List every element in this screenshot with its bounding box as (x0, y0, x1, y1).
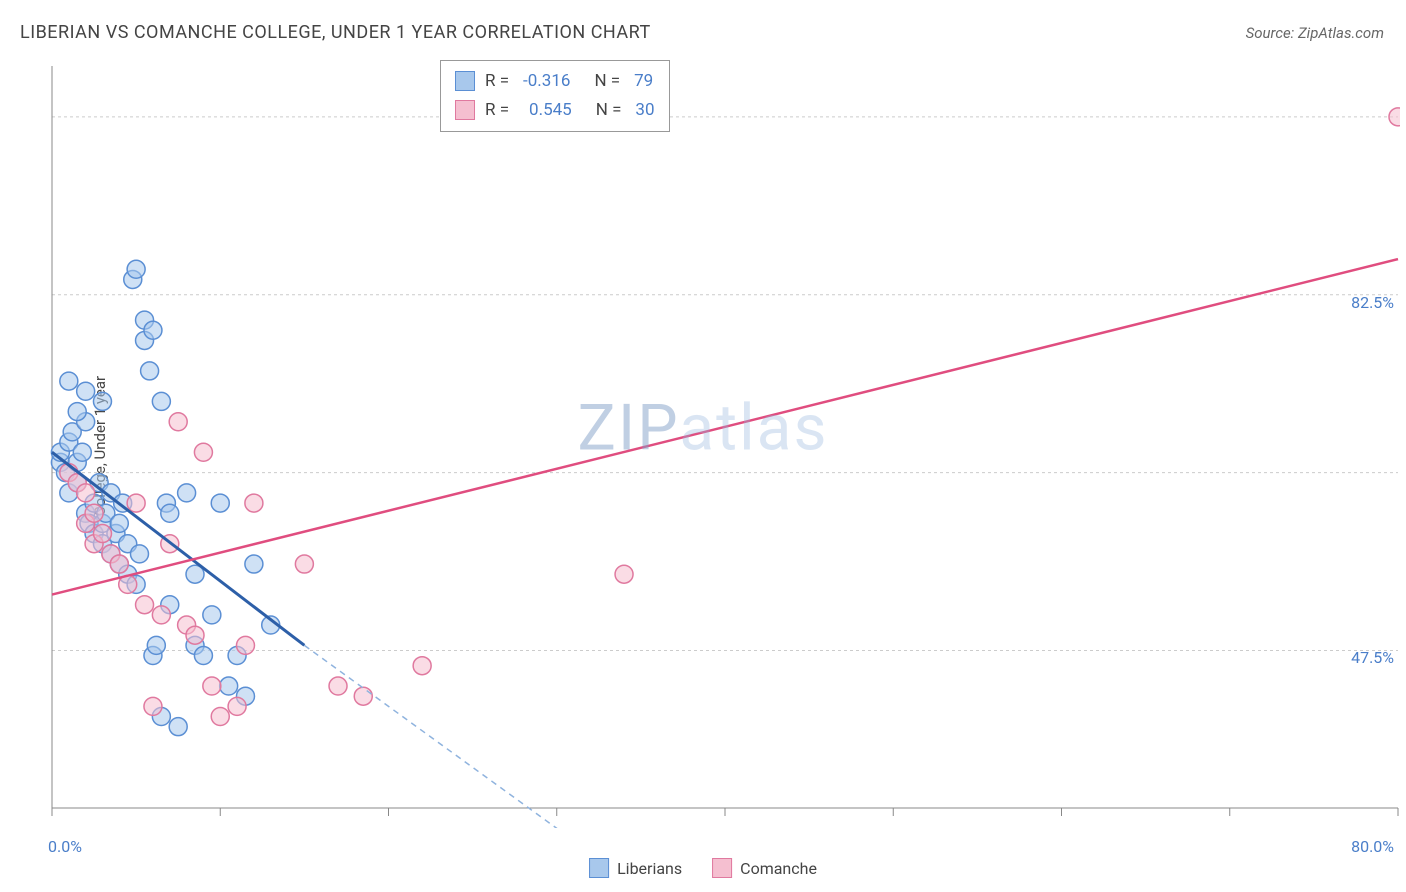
legend-item-comanche: Comanche (712, 858, 817, 878)
swatch-liberians (589, 858, 609, 878)
n-label: N = (594, 67, 620, 96)
chart-svg (50, 58, 1400, 828)
legend-label: Liberians (617, 859, 682, 878)
source-attribution: Source: ZipAtlas.com (1246, 24, 1384, 42)
y-tick-47.5: 47.5% (1351, 648, 1394, 667)
scatter-plot (50, 58, 1400, 828)
swatch-comanche (455, 100, 475, 120)
chart-title: LIBERIAN VS COMANCHE COLLEGE, UNDER 1 YE… (20, 22, 651, 43)
r-label: R = (485, 67, 509, 96)
legend-item-liberians: Liberians (589, 858, 682, 878)
series-legend: Liberians Comanche (589, 858, 817, 878)
r-value-comanche: 0.545 (529, 96, 572, 125)
correlation-legend: R = -0.316 N = 79 R = 0.545 N = 30 (440, 60, 670, 132)
r-label: R = (485, 96, 509, 125)
legend-row-liberians: R = -0.316 N = 79 (455, 67, 655, 96)
swatch-comanche (712, 858, 732, 878)
n-value-liberians: 79 (634, 67, 653, 96)
legend-label: Comanche (740, 859, 817, 878)
y-tick-82.5: 82.5% (1351, 293, 1394, 312)
swatch-liberians (455, 71, 475, 91)
legend-row-comanche: R = 0.545 N = 30 (455, 96, 655, 125)
n-value-comanche: 30 (635, 96, 654, 125)
x-tick-80: 80.0% (1351, 837, 1394, 856)
x-tick-0: 0.0% (48, 837, 82, 856)
n-label: N = (596, 96, 622, 125)
r-value-liberians: -0.316 (523, 67, 570, 96)
